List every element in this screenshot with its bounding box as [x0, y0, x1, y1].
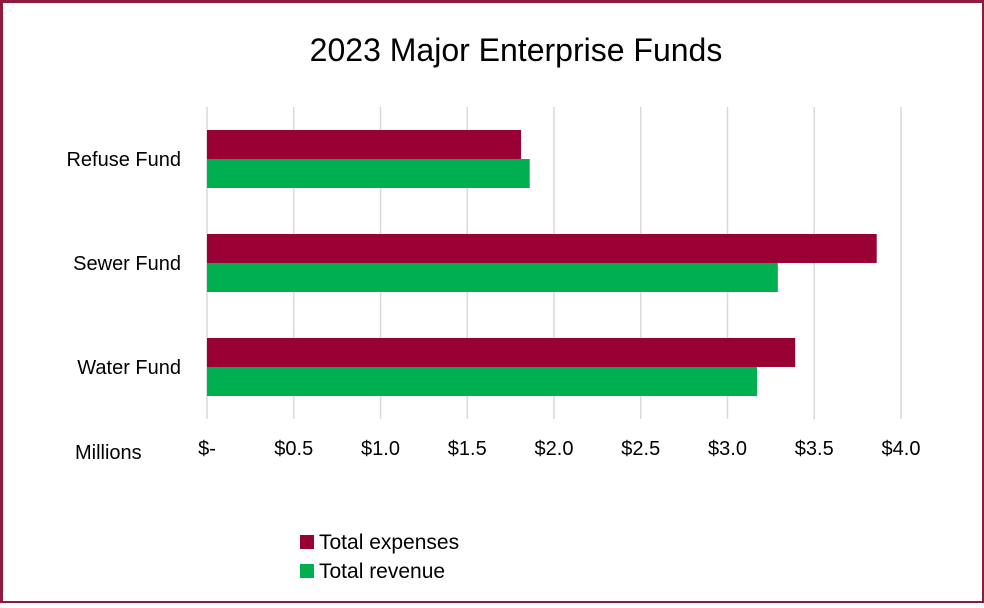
legend-label: Total expenses: [319, 531, 459, 554]
category-labels: Refuse Fund Sewer Fund Water Fund: [66, 149, 181, 379]
x-tick-label: $1.0: [361, 438, 400, 460]
x-tick-label: $3.0: [708, 438, 747, 460]
bar-total-revenue: [207, 367, 757, 396]
chart-title: 2023 Major Enterprise Funds: [310, 32, 723, 68]
x-tick-label: $1.5: [448, 438, 487, 460]
x-tick-label: $4.0: [882, 438, 921, 460]
legend-swatch: [300, 535, 314, 549]
legend-label: Total revenue: [319, 560, 445, 583]
bar-total-expenses: [207, 130, 522, 159]
bar-total-revenue: [207, 263, 778, 292]
legend: Total expenses Total revenue: [300, 531, 459, 583]
x-axis-label: Millions: [75, 442, 142, 464]
x-tick-label: $2.5: [621, 438, 660, 460]
category-label: Sewer Fund: [73, 253, 181, 275]
bar-total-expenses: [207, 234, 877, 263]
bar-chart: 2023 Major Enterprise Funds Refuse Fund S…: [66, 32, 920, 583]
x-tick-label: $-: [198, 438, 216, 460]
bar-total-expenses: [207, 338, 796, 367]
bar-total-revenue: [207, 159, 530, 188]
x-tick-labels: $- $0.5 $1.0 $1.5 $2.0 $2.5 $3.0 $3.5 $4.0: [198, 438, 920, 460]
x-tick-label: $3.5: [795, 438, 834, 460]
category-label: Water Fund: [77, 357, 181, 379]
x-tick-label: $0.5: [274, 438, 313, 460]
category-label: Refuse Fund: [66, 149, 181, 171]
legend-swatch: [300, 564, 314, 578]
x-tick-label: $2.0: [535, 438, 574, 460]
bars: [207, 130, 877, 396]
